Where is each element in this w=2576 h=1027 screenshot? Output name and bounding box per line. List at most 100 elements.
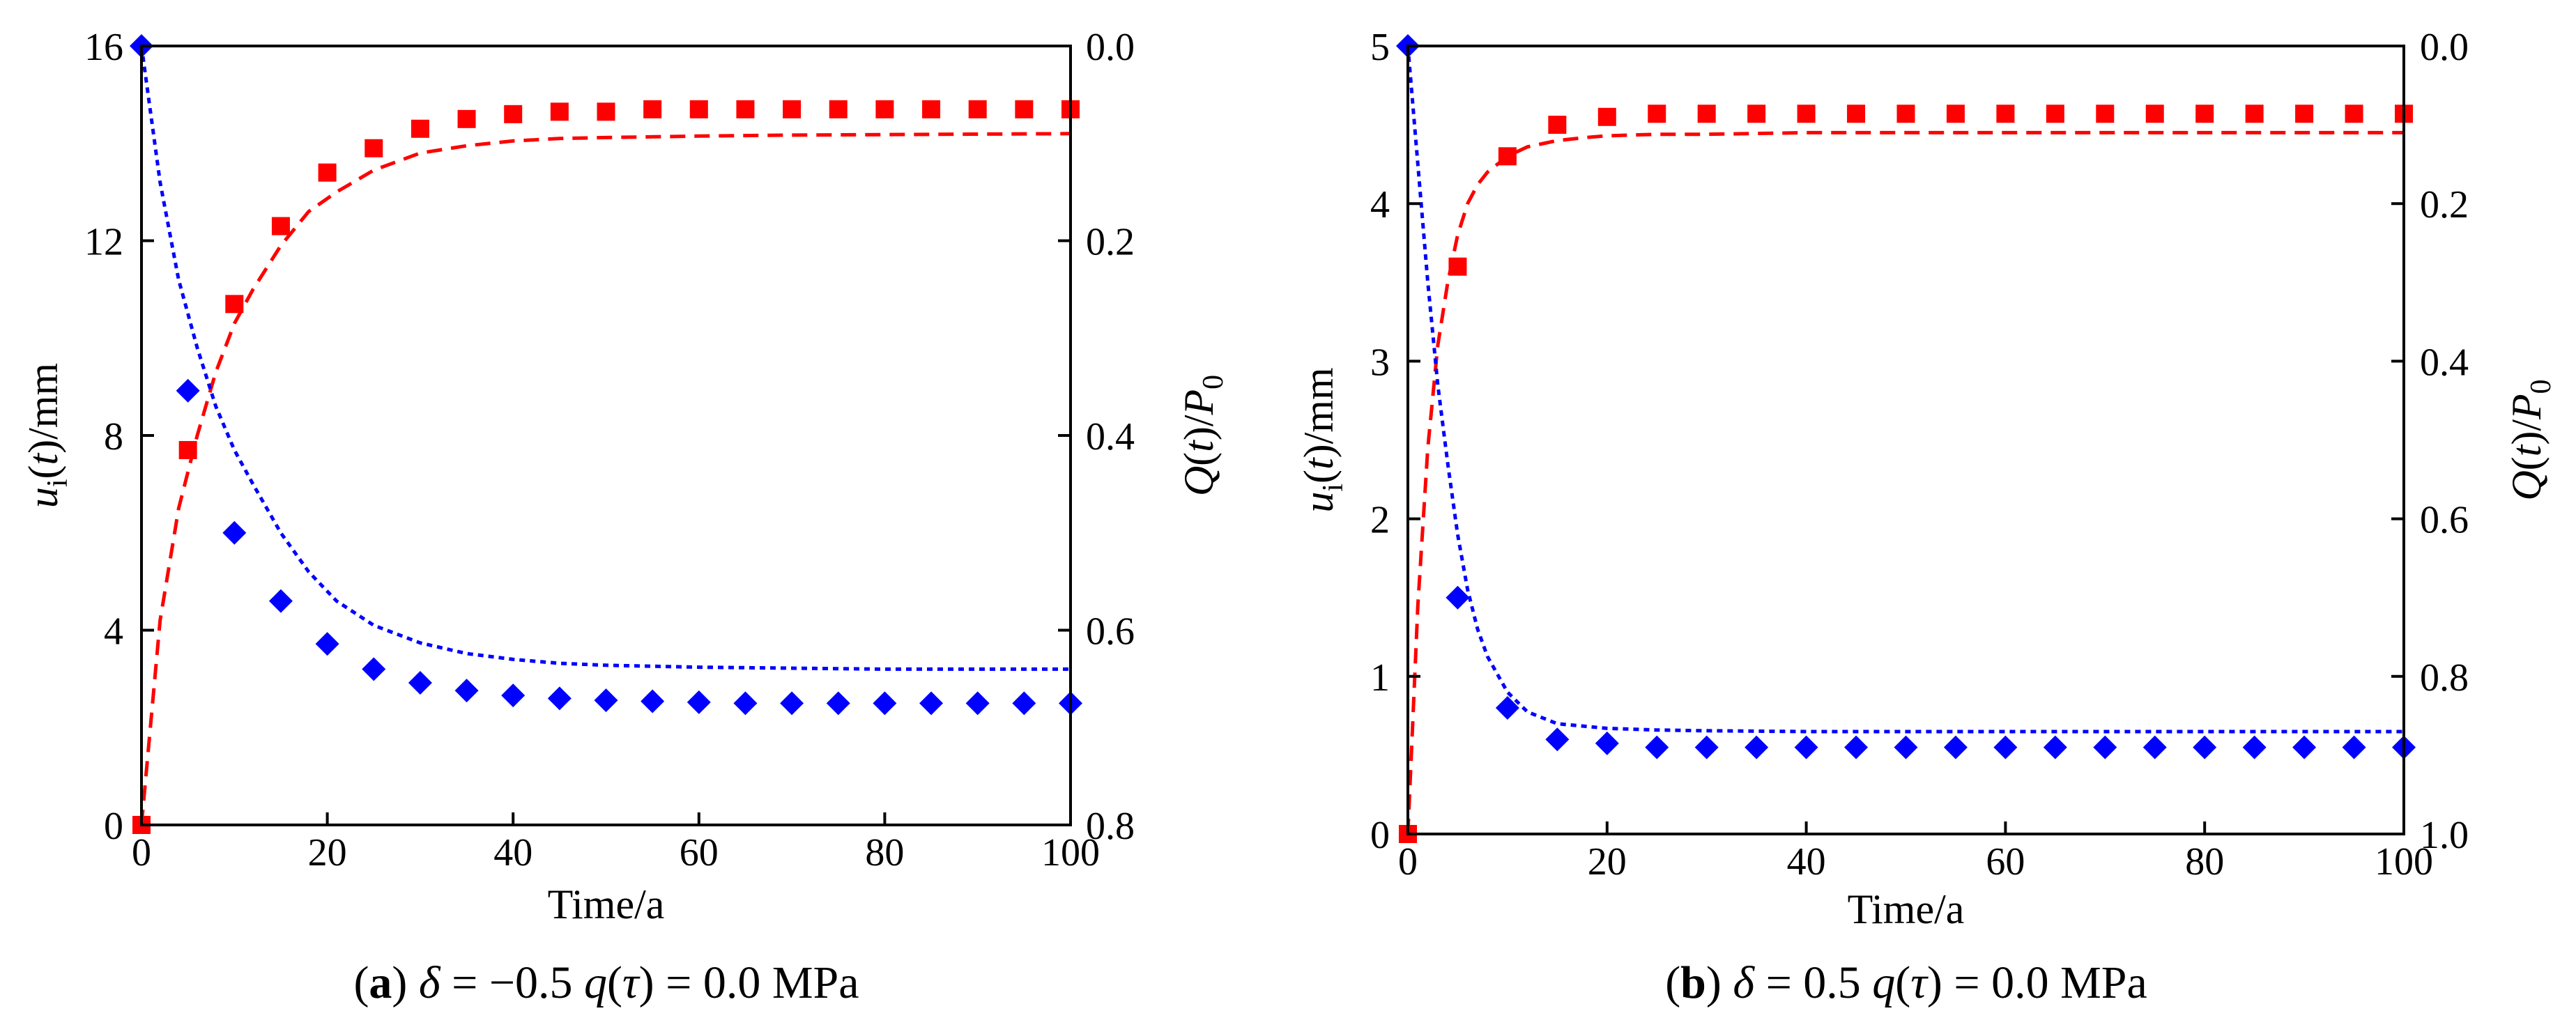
data-point-diamond: [2043, 735, 2067, 759]
y-left-tick-label: 2: [1370, 499, 1390, 542]
data-point-square: [1548, 116, 1567, 134]
data-point-square: [178, 440, 197, 459]
data-point-diamond: [501, 684, 526, 708]
data-point-diamond: [1012, 691, 1036, 716]
data-point-square: [1498, 147, 1517, 166]
y-left-tick-label: 12: [84, 221, 123, 264]
y-right-tick-label: 0.6: [2420, 499, 2469, 542]
data-point-diamond: [1894, 735, 1918, 759]
data-point-diamond: [362, 657, 386, 681]
y-right-tick-label: 0.4: [1086, 415, 1135, 458]
data-point-square: [968, 100, 987, 118]
y-left-tick-label: 1: [1370, 656, 1390, 700]
data-point-square: [1697, 105, 1716, 123]
data-point-square: [1896, 105, 1915, 123]
y-right-axis-title: Q(t)/P0: [1176, 375, 1229, 496]
data-point-square: [689, 100, 708, 118]
data-point-diamond: [687, 690, 711, 714]
plot-frame: [1406, 45, 2405, 835]
data-point-diamond: [2193, 735, 2217, 759]
data-point-square: [2195, 105, 2214, 123]
series-line-theoretical-displacement: [1408, 130, 2404, 835]
data-point-diamond: [780, 691, 804, 716]
data-point-square: [2345, 105, 2363, 123]
data-point-diamond: [1745, 735, 1769, 759]
x-axis-title: Time/a: [1848, 886, 1965, 932]
data-point-square: [1747, 105, 1766, 123]
y-left-tick-label: 4: [104, 610, 123, 654]
y-right-tick-label: 0.2: [1086, 221, 1135, 264]
y-right-tick-label: 0.8: [2420, 656, 2469, 700]
data-point-diamond: [1545, 727, 1570, 752]
data-point-square: [2295, 105, 2314, 123]
y-right-tick-label: 0.0: [2420, 26, 2469, 69]
data-point-square: [1448, 257, 1467, 276]
data-point-square: [829, 100, 848, 118]
panel-caption: (b) δ = 0.5 q(τ) = 0.0 MPa: [1665, 957, 2147, 1008]
x-tick-label: 60: [680, 831, 719, 874]
data-point-diamond: [1943, 735, 1968, 759]
data-point-square: [1797, 105, 1816, 123]
data-point-square: [597, 102, 615, 121]
data-point-diamond: [2142, 735, 2167, 759]
data-point-diamond: [594, 688, 618, 713]
data-point-square: [643, 100, 662, 118]
data-point-diamond: [454, 679, 479, 703]
y-left-tick-label: 0: [104, 805, 123, 848]
data-point-diamond: [826, 691, 850, 716]
data-point-square: [411, 119, 429, 138]
data-point-diamond: [733, 691, 758, 716]
data-point-square: [2096, 105, 2115, 123]
data-point-diamond: [547, 686, 572, 711]
data-point-square: [1015, 100, 1034, 118]
x-tick-label: 100: [1041, 831, 1100, 874]
data-point-square: [504, 105, 523, 123]
data-point-square: [457, 109, 476, 128]
y-right-tick-label: 0.8: [1086, 805, 1135, 848]
y-left-axis-title: ui(t)/mm: [1296, 367, 1349, 512]
data-point-square: [318, 163, 337, 182]
y-right-tick-label: 0.2: [2420, 183, 2469, 226]
data-point-square: [365, 139, 383, 157]
data-point-diamond: [1595, 731, 1619, 755]
x-tick-label: 100: [2375, 840, 2433, 883]
data-point-square: [550, 102, 569, 121]
data-point-diamond: [268, 589, 293, 613]
data-point-diamond: [1794, 735, 1818, 759]
y-right-tick-label: 0.4: [2420, 341, 2469, 384]
data-point-diamond: [2093, 735, 2117, 759]
x-tick-label: 40: [1787, 840, 1826, 883]
data-point-square: [2046, 105, 2064, 123]
y-right-tick-label: 1.0: [2420, 814, 2469, 857]
data-point-square: [1597, 107, 1616, 126]
y-right-tick-label: 0.6: [1086, 610, 1135, 654]
data-point-diamond: [408, 670, 432, 695]
chart-panel-a: 0 20 40 60 80 100 0 4 8 12 16 0.0 0.2 0.4 0.6 0.8 Time/a…: [20, 26, 1229, 1008]
x-tick-label: 20: [308, 831, 347, 874]
data-point-diamond: [1495, 696, 1519, 720]
data-point-square: [1648, 105, 1666, 123]
data-point-diamond: [176, 378, 200, 403]
data-point-square: [225, 295, 244, 314]
data-point-diamond: [1446, 585, 1470, 610]
data-point-diamond: [1993, 735, 2018, 759]
x-tick-label: 80: [865, 831, 904, 874]
x-tick-label: 0: [132, 831, 151, 874]
chart-panel-b: 0 20 40 60 80 100 0 1 2 3 4 5 0.0 0.2 0.4 0.6 0.8 1.0 Time…: [1296, 26, 2557, 1008]
data-point-square: [1946, 105, 1965, 123]
data-point-diamond: [2342, 735, 2366, 759]
data-point-diamond: [965, 691, 990, 716]
data-point-square: [2245, 105, 2264, 123]
x-axis-title: Time/a: [548, 881, 665, 927]
y-left-tick-label: 16: [84, 26, 123, 69]
data-point-square: [736, 100, 755, 118]
y-left-axis-title: ui(t)/mm: [20, 363, 74, 508]
y-left-tick-label: 3: [1370, 341, 1390, 384]
x-tick-label: 40: [493, 831, 532, 874]
y-left-tick-label: 4: [1370, 183, 1390, 226]
data-point-diamond: [873, 691, 897, 716]
x-tick-label: 20: [1588, 840, 1627, 883]
data-point-diamond: [1645, 735, 1669, 759]
series-line-theoretical-load-ratio: [141, 45, 1071, 671]
